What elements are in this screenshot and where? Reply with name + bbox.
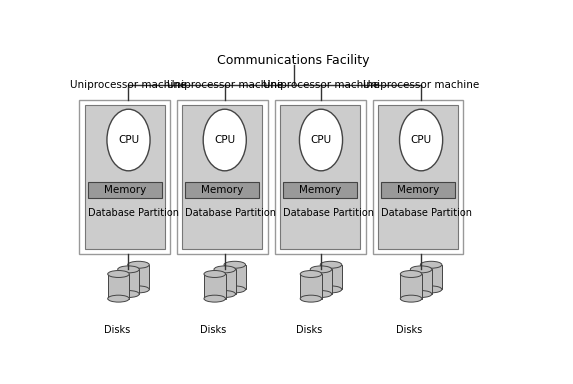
Ellipse shape [108, 271, 129, 278]
Ellipse shape [128, 286, 150, 293]
Ellipse shape [401, 271, 422, 278]
Ellipse shape [128, 261, 150, 268]
Ellipse shape [300, 295, 322, 302]
Ellipse shape [320, 261, 342, 268]
Text: Uniprocessor machine: Uniprocessor machine [167, 80, 283, 90]
Text: Communications Facility: Communications Facility [217, 54, 370, 67]
Text: Memory: Memory [397, 185, 439, 195]
Bar [310, 270, 332, 294]
Bar [88, 182, 162, 198]
Text: Uniprocessor machine: Uniprocessor machine [263, 80, 379, 90]
Bar [378, 105, 458, 248]
Bar [214, 270, 236, 294]
Bar [381, 182, 455, 198]
Ellipse shape [224, 286, 246, 293]
Bar [283, 182, 357, 198]
Bar [186, 182, 260, 198]
Bar [410, 270, 432, 294]
Ellipse shape [410, 266, 432, 273]
Bar [320, 265, 342, 290]
Bar [224, 265, 246, 290]
Ellipse shape [224, 261, 246, 268]
Text: Uniprocessor machine: Uniprocessor machine [70, 80, 187, 90]
Text: Database Partition: Database Partition [186, 208, 277, 218]
Ellipse shape [421, 261, 442, 268]
Bar [117, 270, 139, 294]
Bar [300, 274, 322, 299]
Ellipse shape [421, 286, 442, 293]
Ellipse shape [107, 109, 150, 171]
Text: CPU: CPU [214, 135, 236, 145]
Text: Memory: Memory [201, 185, 244, 195]
Text: Disks: Disks [200, 325, 226, 335]
Ellipse shape [204, 295, 226, 302]
Ellipse shape [399, 109, 443, 171]
Bar [280, 105, 360, 248]
Text: CPU: CPU [118, 135, 139, 145]
Ellipse shape [214, 291, 236, 298]
Bar [372, 100, 464, 254]
Bar [204, 274, 226, 299]
Text: Uniprocessor machine: Uniprocessor machine [363, 80, 479, 90]
Ellipse shape [410, 291, 432, 298]
Ellipse shape [300, 271, 322, 278]
Text: Disks: Disks [397, 325, 423, 335]
Text: Database Partition: Database Partition [283, 208, 374, 218]
Text: Database Partition: Database Partition [381, 208, 472, 218]
Text: Memory: Memory [104, 185, 146, 195]
Bar [182, 105, 262, 248]
Bar [108, 274, 129, 299]
Bar [401, 274, 422, 299]
Ellipse shape [204, 271, 226, 278]
Ellipse shape [108, 295, 129, 302]
Ellipse shape [320, 286, 342, 293]
Ellipse shape [401, 295, 422, 302]
Bar [421, 265, 442, 290]
Ellipse shape [214, 266, 236, 273]
Ellipse shape [310, 266, 332, 273]
Text: Disks: Disks [296, 325, 323, 335]
Bar [177, 100, 268, 254]
Text: CPU: CPU [410, 135, 431, 145]
Text: Database Partition: Database Partition [88, 208, 179, 218]
Bar [128, 265, 150, 290]
Text: CPU: CPU [311, 135, 332, 145]
Bar [79, 100, 170, 254]
Ellipse shape [310, 291, 332, 298]
Ellipse shape [117, 291, 139, 298]
Bar [275, 100, 366, 254]
Ellipse shape [300, 109, 343, 171]
Text: Memory: Memory [299, 185, 342, 195]
Ellipse shape [203, 109, 246, 171]
Ellipse shape [117, 266, 139, 273]
Text: Disks: Disks [104, 325, 130, 335]
Bar [85, 105, 164, 248]
